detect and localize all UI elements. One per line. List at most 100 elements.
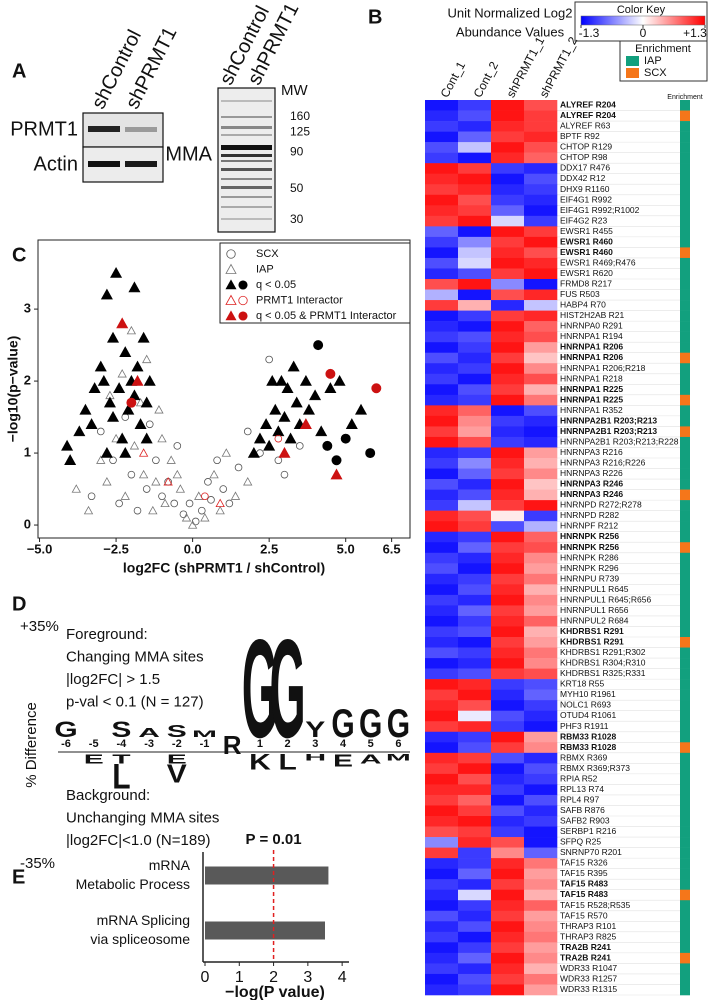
heatmap-cell (524, 552, 558, 564)
legend-symbol (225, 279, 237, 290)
point (107, 331, 120, 343)
heatmap-cell (458, 121, 492, 132)
row-label: HNRNPA3 R216;R226 (560, 458, 646, 468)
heatmap-cell (491, 921, 525, 933)
point (309, 389, 322, 401)
heatmap-cell (425, 668, 459, 680)
heatmap-cell (425, 700, 459, 712)
enrichment-cell (680, 816, 690, 827)
heatmap-cell (458, 868, 492, 880)
heatmap-cell (524, 910, 558, 922)
row-label: EWSR1 R460 (560, 236, 613, 246)
heatmap-cell (425, 984, 459, 996)
heatmap-cell (425, 363, 459, 375)
heatmap-cell (425, 910, 459, 922)
enrichment-cell (680, 900, 690, 912)
logo-letter: G (387, 702, 410, 746)
point (187, 520, 198, 529)
heatmap-cell (458, 837, 492, 848)
point (117, 369, 127, 378)
heatmap-cell (458, 668, 492, 680)
row-label: RBMX R369 (560, 752, 608, 762)
heatmap-cell (524, 605, 558, 617)
heatmap-cell (524, 973, 558, 985)
heatmap-cell (491, 721, 525, 733)
heatmap-cell (425, 689, 459, 701)
heatmap-cell (524, 131, 558, 143)
heatmap-cell (524, 637, 558, 648)
y-axis-label: % Difference (23, 702, 40, 788)
plot-frame (37, 239, 411, 539)
row-label: HNRNPK R256 (560, 542, 619, 552)
heatmap-cell (425, 510, 459, 522)
position-label: -5 (89, 738, 99, 750)
heatmap-cell (524, 142, 558, 153)
heatmap-cell (425, 868, 459, 880)
row-label: MYH10 R1961 (560, 689, 616, 699)
point (194, 491, 204, 500)
enrichment-cell (680, 531, 690, 543)
enrichment-cell (680, 268, 690, 280)
heatmap-cell (491, 384, 525, 396)
legend-symbol (225, 263, 237, 274)
blot-band (125, 127, 157, 132)
site-label: R (223, 730, 242, 760)
enrichment-cell (680, 479, 690, 490)
row-label: THRAP3 R101 (560, 921, 616, 931)
heatmap-cell (458, 173, 492, 185)
heatmap-cell (458, 489, 492, 501)
point (260, 418, 273, 429)
position-label: -1 (200, 738, 210, 750)
heatmap-cell (458, 300, 492, 311)
enrichment-cell (680, 394, 690, 406)
x-axis-label: −log(P value) (225, 984, 325, 1000)
heatmap-cell (491, 931, 525, 943)
row-label: EWSR1 R460 (560, 247, 613, 257)
heatmap-cell (458, 373, 492, 385)
point (330, 468, 343, 480)
row-label: EWSR1 R620 (560, 268, 613, 278)
heatmap-cell (425, 110, 459, 122)
point (207, 496, 215, 504)
blot-bands (221, 100, 272, 220)
enrichment-cell (680, 205, 690, 217)
heatmap-cell (458, 458, 492, 469)
heatmap-cell (524, 837, 558, 848)
heatmap-cell (524, 510, 558, 522)
color-key-tick-label: -1.3 (579, 26, 600, 40)
heatmap-cell (524, 152, 558, 164)
legend-label: IAP (256, 263, 274, 275)
mw-title: MW (281, 82, 308, 99)
heatmap-cell (524, 100, 558, 111)
row-label: SNRNP70 R201 (560, 847, 622, 857)
row-label: SERBP1 R216 (560, 826, 616, 836)
point (175, 484, 186, 493)
point (299, 418, 312, 429)
row-label: HNRNPK R256 (560, 531, 619, 541)
point (134, 418, 147, 429)
heatmap-cell (491, 552, 525, 564)
heatmap-cell (524, 479, 558, 490)
row-label: HNRNPA2B1 R203;R213 (560, 415, 657, 425)
enrichment-cell (680, 300, 690, 311)
position-label: 1 (257, 738, 263, 750)
heatmap-cell (524, 689, 558, 701)
enrichment-cell (680, 521, 690, 533)
row-label: THRAP3 R825 (560, 931, 616, 941)
x-tick-label: −5.0 (27, 541, 53, 556)
heatmap-cell (524, 184, 558, 196)
x-tick-label: 3 (303, 969, 312, 986)
enrichment-cell (680, 363, 690, 375)
heatmap-cell (491, 300, 525, 311)
y-tick-label: +35% (20, 618, 59, 635)
position-label: 3 (312, 738, 318, 750)
point (97, 374, 110, 386)
category-label: via spliceosome (90, 931, 190, 947)
enrichment-cell (680, 837, 690, 848)
heatmap-cell (458, 784, 492, 796)
enrichment-cell (680, 184, 690, 196)
logo-letter: T (112, 752, 130, 767)
heatmap-cell (491, 700, 525, 712)
heatmap-cell (425, 384, 459, 396)
heatmap-cell (491, 215, 525, 227)
